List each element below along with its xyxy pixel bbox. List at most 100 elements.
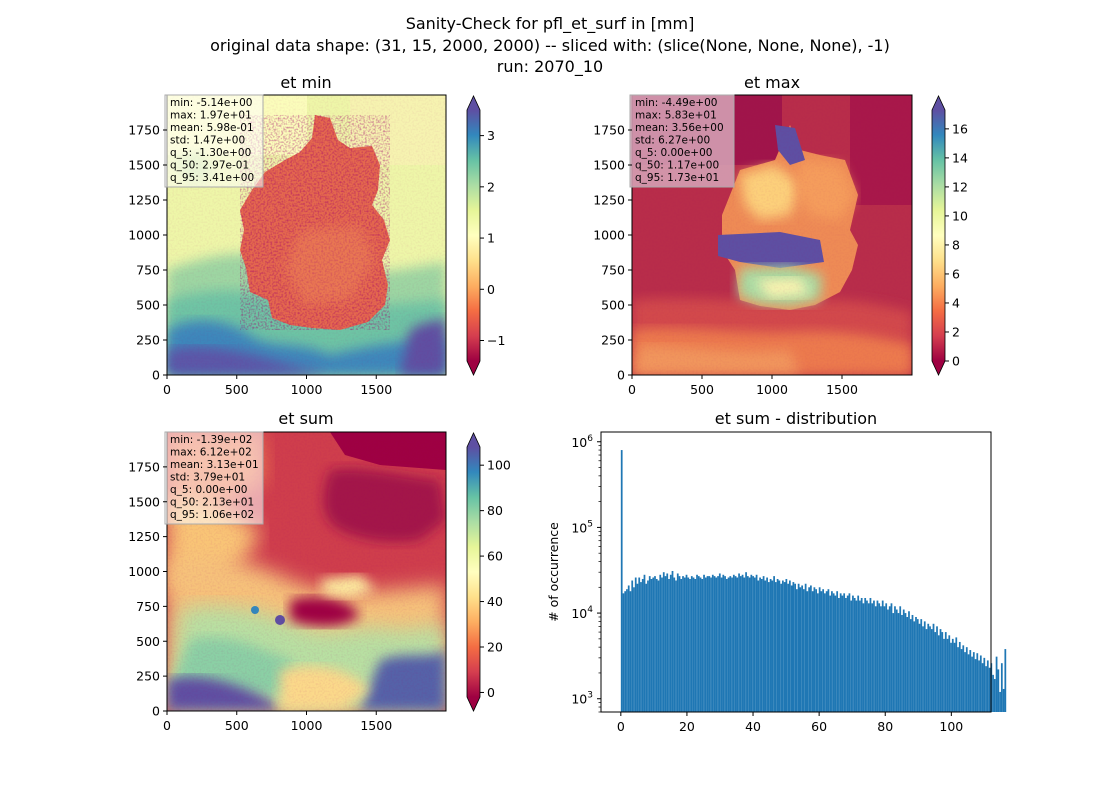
histogram-bar: [657, 580, 660, 712]
histogram-bar: [641, 578, 644, 712]
axes-ticks: 0 500 1000 1500 0 250 500 750 1000 1250 1500 1750: [593, 123, 858, 398]
stat-line: std: 3.79e+01: [170, 472, 245, 484]
histogram-bar: [838, 597, 840, 712]
histogram-bar: [696, 574, 698, 712]
histogram-bar: [694, 578, 697, 712]
stat-line: std: 1.47e+00: [170, 135, 245, 147]
histogram-bar: [767, 582, 770, 712]
histogram-bar: [627, 585, 630, 712]
histogram-bar: [873, 600, 875, 712]
histogram-bar: [946, 638, 949, 712]
histogram-bar: [794, 583, 796, 712]
histogram-bar: [773, 576, 775, 712]
histogram-bar: [888, 606, 891, 712]
panel-et-max: et max min: -4.49e+00 max: 5.83e+01 mean: …: [593, 73, 968, 397]
stats-box-background: [629, 94, 735, 188]
histogram-bar: [1004, 649, 1007, 712]
stat-line: q_95: 1.06e+02: [170, 509, 254, 521]
panel-et-min: et min min: -5.14e+00 max: 1.97e+01 mean: …: [128, 73, 505, 397]
colorbar-extend-max: [467, 96, 480, 110]
histogram-bar: [704, 577, 707, 712]
histogram-bar: [974, 659, 977, 712]
panel-title: et sum: [278, 409, 333, 428]
histogram-bar: [711, 574, 714, 712]
histogram-bar: [909, 619, 912, 712]
histogram-bar: [913, 621, 916, 712]
y-tick-label: 1750: [593, 123, 625, 138]
histogram-bar: [673, 577, 676, 712]
colorbar: 0 2 4 6 8 10 12 14 16: [931, 95, 968, 376]
stat-line: q_95: 3.41e+00: [170, 172, 254, 184]
y-tick-label: 1500: [128, 494, 160, 509]
y-tick-label: 1000: [593, 228, 625, 243]
histogram-bar: [978, 660, 980, 712]
y-tick-label: 106: [571, 434, 593, 450]
histogram-bar: [934, 632, 937, 712]
histogram-bar: [671, 570, 674, 712]
x-tick-label: 0: [617, 719, 625, 734]
y-tick-label: 1250: [593, 193, 625, 208]
y-axis-label: # of occurrence: [546, 522, 561, 622]
histogram-bar: [683, 577, 686, 712]
histogram-bar: [878, 603, 881, 712]
y-tick-label: 500: [136, 634, 160, 649]
histogram-bar: [729, 576, 732, 712]
histogram-bar: [717, 576, 719, 712]
figure-title-line-1: Sanity-Check for pfl_et_surf in [mm]: [406, 14, 695, 34]
colorbar-tick-label: 20: [487, 640, 503, 655]
axes-ticks: 0 500 1000 1500 0 250 500 750 1000 1250 1500 1750: [128, 123, 392, 398]
y-tick-label: 500: [601, 298, 625, 313]
histogram-bar: [895, 609, 898, 712]
histogram-bar: [668, 578, 670, 712]
histogram-bar: [904, 613, 907, 712]
stat-line: min: -1.39e+02: [170, 434, 252, 446]
histogram-bar: [880, 606, 882, 712]
colorbar-outline: [466, 432, 481, 712]
histogram-bar: [901, 614, 903, 712]
colorbar-gradient: [467, 110, 480, 361]
stats-box-background: [164, 94, 264, 188]
histogram-bar: [680, 578, 683, 712]
histogram-bar: [701, 578, 704, 712]
colorbar-outline: [466, 95, 481, 376]
histogram-bar: [626, 589, 628, 712]
x-tick-label: 0: [628, 382, 636, 397]
histogram-bar: [871, 603, 874, 712]
colorbar-tick-label: −1: [487, 333, 505, 348]
x-tick-label: 40: [745, 719, 761, 734]
histogram-bar: [743, 577, 746, 712]
y-tick-label: 1000: [128, 564, 160, 579]
histogram-bar: [827, 589, 830, 712]
histogram-bar: [874, 606, 877, 712]
y-tick-label: 1000: [128, 228, 160, 243]
histogram-bar: [916, 619, 919, 712]
colorbar-tick-label: 2: [487, 179, 495, 194]
histogram-bar: [815, 589, 818, 712]
colorbar-tick-label: 0: [487, 685, 495, 700]
histogram-bar: [943, 638, 945, 712]
histogram-bar: [699, 577, 702, 712]
histogram-bar: [753, 577, 756, 712]
histogram-bar: [839, 593, 842, 712]
histogram-bar: [636, 583, 639, 712]
histogram-bar: [703, 574, 705, 712]
histogram-bar: [661, 577, 663, 712]
colorbar-tick-label: 0: [952, 354, 960, 369]
colorbar-extend-min: [467, 697, 480, 711]
histogram-bar: [958, 641, 961, 712]
colorbar: −1 0 1 2 3: [466, 95, 505, 376]
histogram-bar: [771, 580, 774, 712]
histogram-bar: [829, 595, 832, 712]
histogram-bar: [944, 632, 947, 712]
y-tick-label: 0: [152, 704, 160, 719]
y-tick-label: 1250: [128, 193, 160, 208]
histogram-bar: [855, 600, 858, 712]
histogram-bar: [620, 450, 623, 712]
histogram-bar: [950, 642, 952, 712]
x-tick-label: 100: [939, 719, 963, 734]
y-tick-label: 1500: [128, 158, 160, 173]
histogram-bar: [682, 576, 684, 712]
histogram-bar: [818, 587, 821, 712]
colorbar: 0 20 40 60 80 100: [466, 432, 511, 712]
stat-line: mean: 3.56e+00: [635, 122, 724, 134]
